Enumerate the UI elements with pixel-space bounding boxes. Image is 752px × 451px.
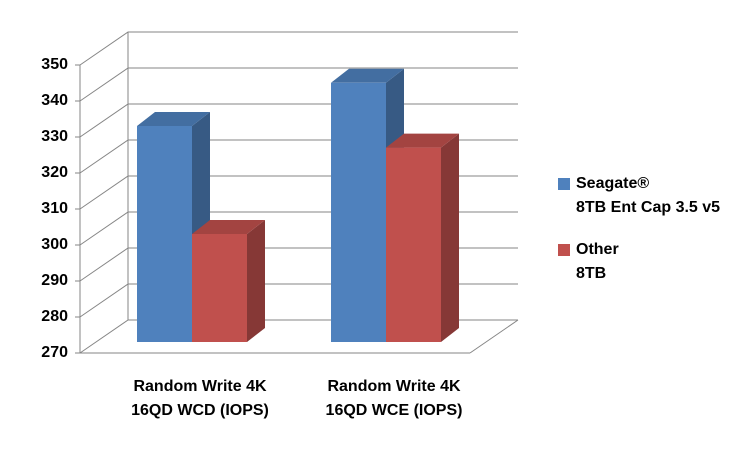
x-tick-label: Random Write 4K 16QD WCE (IOPS) [325,378,463,419]
x-tick-label: Random Write 4K 16QD WCD (IOPS) [131,378,269,419]
y-tick-label: 320 [41,164,68,181]
bar-side [441,133,459,342]
bar-top [137,112,210,126]
y-tick-label: 350 [41,56,68,73]
floor-edge [469,319,519,354]
y-tick-label: 340 [41,92,68,109]
bar [386,147,441,342]
bar-top [331,68,404,83]
y-tick-label: 310 [41,200,68,217]
bar-side [247,220,265,342]
bar-top [386,133,459,148]
legend-swatch [558,244,570,256]
legend-swatch [558,178,570,190]
bar [331,82,386,343]
bar-top [192,220,265,234]
grid-line [79,67,518,102]
legend-label: Seagate® 8TB Ent Cap 3.5 v5 [576,175,721,216]
y-tick-label: 270 [41,344,68,361]
bar [137,126,192,342]
grid-line [79,31,518,66]
y-tick-label: 290 [41,272,68,289]
y-tick-label: 330 [41,128,68,145]
y-tick-label: 280 [41,308,68,325]
legend-label: Other 8TB [576,241,619,282]
y-tick-label: 300 [41,236,68,253]
bar [192,234,247,342]
